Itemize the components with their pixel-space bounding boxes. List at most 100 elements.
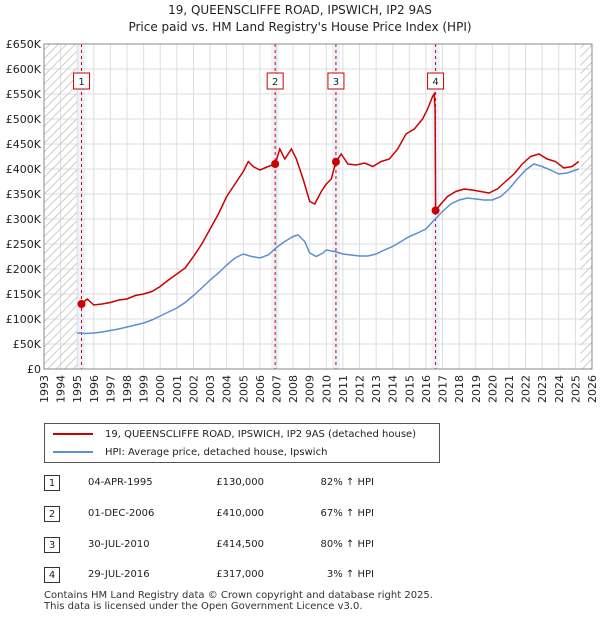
plot-frame <box>43 43 593 370</box>
x-tick-label: 2006 <box>254 375 267 403</box>
transaction-price: £130,000 <box>216 477 264 488</box>
legend-item-hpi: HPI: Average price, detached house, Ipsw… <box>53 444 327 460</box>
y-tick-label: £0 <box>27 363 41 376</box>
legend-label-property: 19, QUEENSCLIFFE ROAD, IPSWICH, IP2 9AS … <box>105 428 417 440</box>
x-tick-label: 2016 <box>420 375 433 403</box>
x-tick-label: 2025 <box>569 375 582 403</box>
x-tick-label: 2014 <box>387 375 400 403</box>
x-tick-label: 2007 <box>270 375 283 403</box>
y-tick-label: £500K <box>6 113 42 126</box>
x-tick-label: 1999 <box>138 375 151 403</box>
x-tick-label: 1993 <box>38 375 51 403</box>
legend-swatch-property <box>53 433 93 435</box>
x-tick-label: 2002 <box>187 375 200 403</box>
transaction-row: 1 04-APR-1995 £130,000 82% ↑ HPI <box>44 474 444 494</box>
series-line <box>77 163 579 335</box>
hatched-after <box>580 44 592 369</box>
sale-label-text: 2 <box>272 77 278 88</box>
sale-label: 4 <box>427 72 445 90</box>
x-tick-label: 2026 <box>586 375 599 403</box>
y-tick-label: £400K <box>6 163 42 176</box>
x-tick-label: 2024 <box>553 375 566 403</box>
transaction-marker: 4 <box>44 567 60 583</box>
sale-label-box <box>427 72 445 90</box>
x-tick-label: 2000 <box>154 375 167 403</box>
sale-label: 2 <box>266 72 284 90</box>
x-tick-label: 1998 <box>121 375 134 403</box>
x-tick-label: 2009 <box>304 375 317 403</box>
x-tick-label: 2012 <box>354 375 367 403</box>
x-tick-label: 2005 <box>237 375 250 403</box>
chart-subtitle: Price paid vs. HM Land Registry's House … <box>128 20 472 34</box>
transaction-marker: 1 <box>44 475 60 491</box>
x-tick-label: 2020 <box>486 375 499 403</box>
transaction-date: 30-JUL-2010 <box>88 539 150 550</box>
x-tick-label: 2017 <box>437 375 450 403</box>
sale-label-text: 1 <box>78 77 84 88</box>
sale-point <box>331 157 340 166</box>
x-tick-label: 2011 <box>337 375 350 403</box>
transaction-price: £410,000 <box>216 508 264 519</box>
hatched-before <box>44 44 78 369</box>
footer-copyright: Contains HM Land Registry data © Crown c… <box>44 590 433 601</box>
legend: 19, QUEENSCLIFFE ROAD, IPSWICH, IP2 9AS … <box>44 423 440 463</box>
sale-point <box>431 206 440 215</box>
sale-point <box>271 160 280 168</box>
chart-title: 19, QUEENSCLIFFE ROAD, IPSWICH, IP2 9AS <box>168 3 432 17</box>
x-tick-label: 1994 <box>55 375 68 403</box>
transaction-marker: 3 <box>44 537 60 553</box>
x-tick-label: 2021 <box>503 375 516 403</box>
x-tick-label: 2010 <box>320 375 333 403</box>
transaction-date: 01-DEC-2006 <box>88 508 155 519</box>
legend-swatch-hpi <box>53 451 93 453</box>
transaction-marker: 2 <box>44 506 60 522</box>
plot-area <box>44 44 592 369</box>
y-tick-label: £200K <box>6 263 42 276</box>
transaction-hpi: 67% ↑ HPI <box>320 508 374 519</box>
y-tick-label: £250K <box>6 238 42 251</box>
legend-item-property: 19, QUEENSCLIFFE ROAD, IPSWICH, IP2 9AS … <box>53 426 416 442</box>
transaction-row: 2 01-DEC-2006 £410,000 67% ↑ HPI <box>44 505 444 525</box>
x-tick-label: 2019 <box>470 375 483 403</box>
transaction-price: £317,000 <box>216 569 264 580</box>
transaction-date: 04-APR-1995 <box>88 477 153 488</box>
transaction-price: £414,500 <box>216 539 264 550</box>
sale-label: 1 <box>73 72 91 90</box>
transaction-hpi: 82% ↑ HPI <box>320 477 374 488</box>
transaction-hpi: 80% ↑ HPI <box>320 539 374 550</box>
transaction-date: 29-JUL-2016 <box>88 569 150 580</box>
transaction-row: 3 30-JUL-2010 £414,500 80% ↑ HPI <box>44 536 444 556</box>
sale-label-box <box>266 72 284 90</box>
x-tick-label: 2001 <box>171 375 184 403</box>
y-tick-label: £150K <box>6 288 42 301</box>
y-tick-label: £350K <box>6 188 42 201</box>
x-tick-label: 1996 <box>88 375 101 403</box>
x-tick-label: 2023 <box>536 375 549 403</box>
sale-point <box>77 300 86 308</box>
sale-label-text: 4 <box>432 77 438 88</box>
legend-label-hpi: HPI: Average price, detached house, Ipsw… <box>105 446 328 458</box>
x-tick-label: 2003 <box>204 375 217 403</box>
x-tick-label: 2013 <box>370 375 383 403</box>
sale-label-box <box>73 72 91 90</box>
series-line <box>81 91 580 306</box>
y-tick-label: £550K <box>6 88 42 101</box>
y-tick-label: £450K <box>6 138 42 151</box>
x-tick-label: 1997 <box>104 375 117 403</box>
y-tick-label: £100K <box>6 313 42 326</box>
transaction-row: 4 29-JUL-2016 £317,000 3% ↑ HPI <box>44 566 444 586</box>
y-tick-label: £50K <box>13 338 42 351</box>
sale-label-box <box>327 72 345 90</box>
x-tick-label: 2022 <box>520 375 533 403</box>
transaction-hpi: 3% ↑ HPI <box>326 569 374 580</box>
y-tick-label: £600K <box>6 63 42 76</box>
sale-label: 3 <box>327 72 345 90</box>
y-tick-label: £650K <box>6 38 42 51</box>
x-tick-label: 2015 <box>403 375 416 403</box>
x-tick-label: 2018 <box>453 375 466 403</box>
footer-license: This data is licensed under the Open Gov… <box>44 601 363 612</box>
x-tick-label: 2004 <box>221 375 234 403</box>
y-tick-label: £300K <box>6 213 42 226</box>
footer: Contains HM Land Registry data © Crown c… <box>44 590 433 612</box>
x-tick-label: 2008 <box>287 375 300 403</box>
